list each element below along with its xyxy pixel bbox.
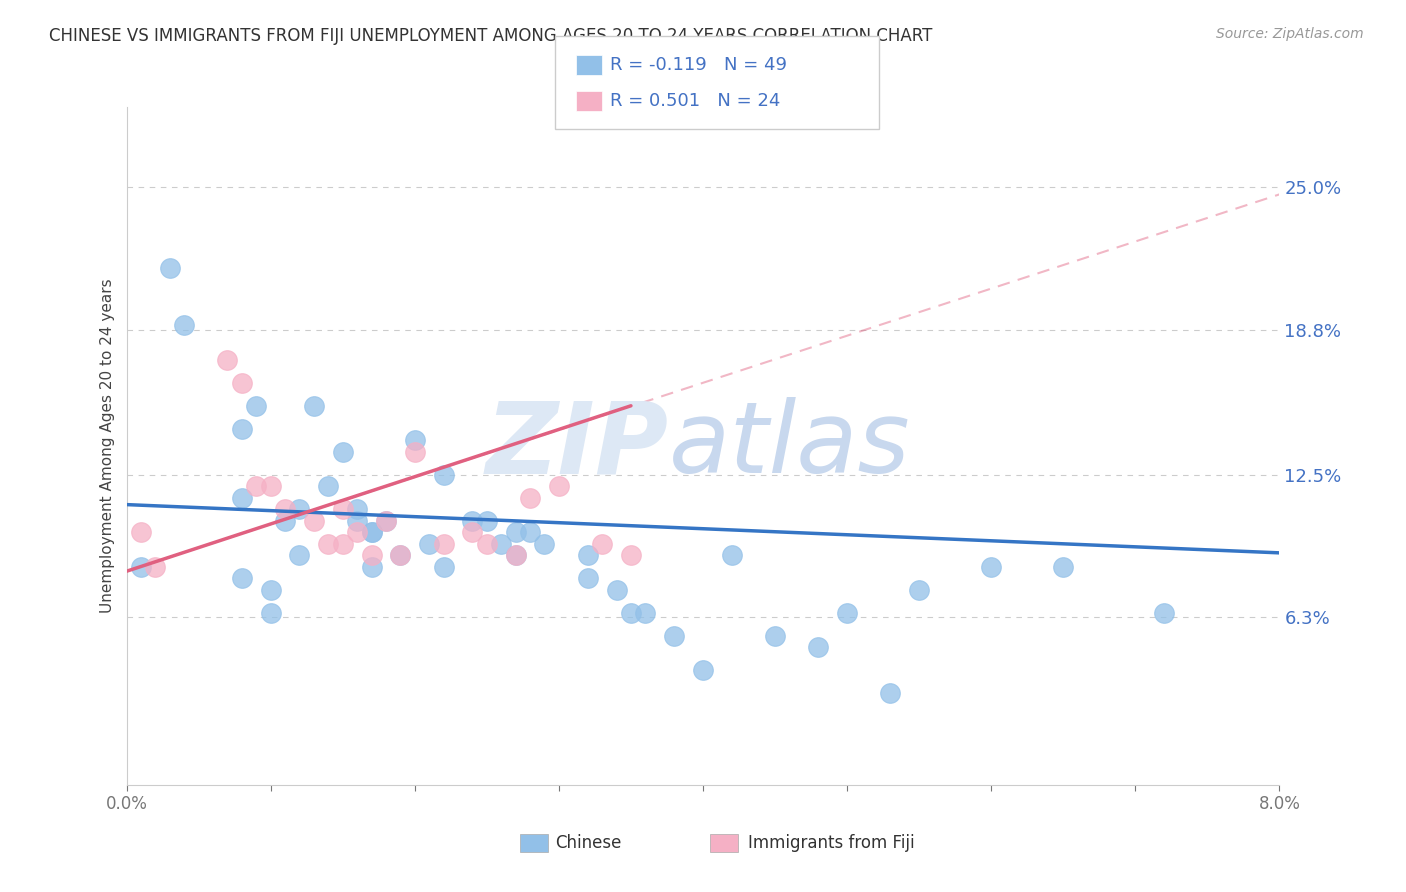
Text: Immigrants from Fiji: Immigrants from Fiji [748,834,915,852]
Point [245,479,267,493]
Point [763,629,786,643]
Point [908,582,931,597]
Point [360,548,382,562]
Point [505,525,527,540]
Point [505,548,527,562]
Point [489,536,512,550]
Point [835,606,858,620]
Point [374,514,396,528]
Point [389,548,412,562]
Point [346,502,368,516]
Point [505,548,527,562]
Point [1052,559,1074,574]
Point [231,422,253,436]
Point [620,606,643,620]
Point [288,548,311,562]
Point [274,514,297,528]
Point [591,536,613,550]
Point [519,491,541,505]
Point [245,399,267,413]
Point [129,525,152,540]
Point [605,582,627,597]
Point [433,559,456,574]
Point [173,318,195,333]
Point [217,352,239,367]
Point [302,399,325,413]
Point [807,640,830,654]
Point [346,525,368,540]
Point [332,502,354,516]
Point [159,260,181,275]
Point [576,548,599,562]
Point [404,444,426,458]
Point [475,514,498,528]
Point [302,514,325,528]
Point [145,559,166,574]
Point [418,536,440,550]
Point [475,536,498,550]
Point [576,571,599,585]
Point [980,559,1002,574]
Point [129,559,152,574]
Point [259,582,281,597]
Point [620,548,643,562]
Point [259,606,281,620]
Text: CHINESE VS IMMIGRANTS FROM FIJI UNEMPLOYMENT AMONG AGES 20 TO 24 YEARS CORRELATI: CHINESE VS IMMIGRANTS FROM FIJI UNEMPLOY… [49,27,932,45]
Point [1153,606,1175,620]
Text: R = 0.501   N = 24: R = 0.501 N = 24 [610,92,780,110]
Y-axis label: Unemployment Among Ages 20 to 24 years: Unemployment Among Ages 20 to 24 years [100,278,115,614]
Point [259,479,281,493]
Text: R = -0.119   N = 49: R = -0.119 N = 49 [610,56,787,74]
Point [461,525,484,540]
Point [288,502,311,516]
Text: ZIP: ZIP [485,398,668,494]
Point [346,514,368,528]
Point [404,434,426,448]
Point [433,467,456,482]
Point [519,525,541,540]
Point [433,536,456,550]
Point [879,686,901,700]
Point [231,491,253,505]
Point [533,536,555,550]
Point [332,536,354,550]
Point [374,514,396,528]
Point [231,571,253,585]
Point [316,536,339,550]
Point [634,606,657,620]
Text: Chinese: Chinese [555,834,621,852]
Point [316,479,339,493]
Point [664,629,686,643]
Point [360,525,382,540]
Point [389,548,412,562]
Point [332,444,354,458]
Point [720,548,742,562]
Point [461,514,484,528]
Point [692,663,714,677]
Point [360,525,382,540]
Point [360,559,382,574]
Text: Source: ZipAtlas.com: Source: ZipAtlas.com [1216,27,1364,41]
Point [274,502,297,516]
Text: atlas: atlas [668,398,910,494]
Point [547,479,569,493]
Point [231,376,253,390]
